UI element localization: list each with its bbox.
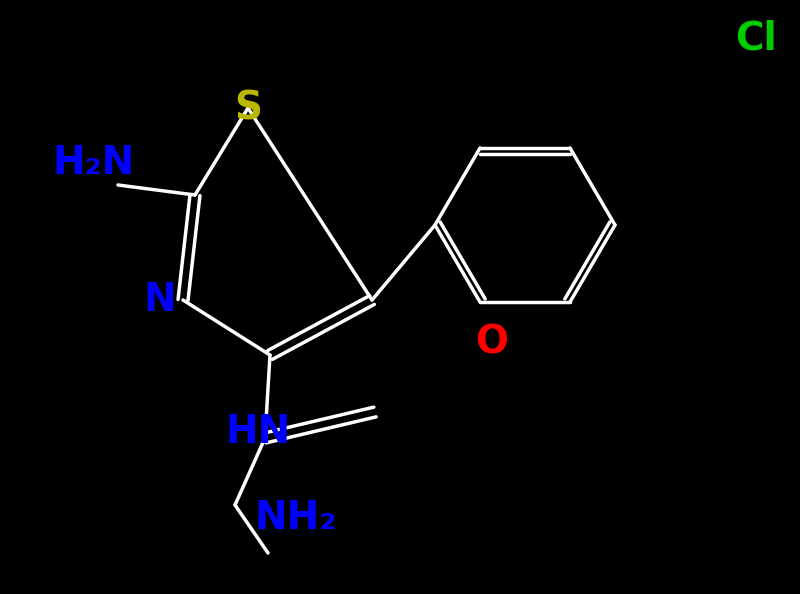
- Text: S: S: [234, 89, 262, 127]
- Text: HN: HN: [226, 413, 290, 451]
- Text: NH₂: NH₂: [254, 499, 336, 537]
- Text: N: N: [144, 281, 176, 319]
- Text: Cl: Cl: [735, 19, 777, 57]
- Text: O: O: [475, 323, 509, 361]
- Text: H₂N: H₂N: [52, 144, 134, 182]
